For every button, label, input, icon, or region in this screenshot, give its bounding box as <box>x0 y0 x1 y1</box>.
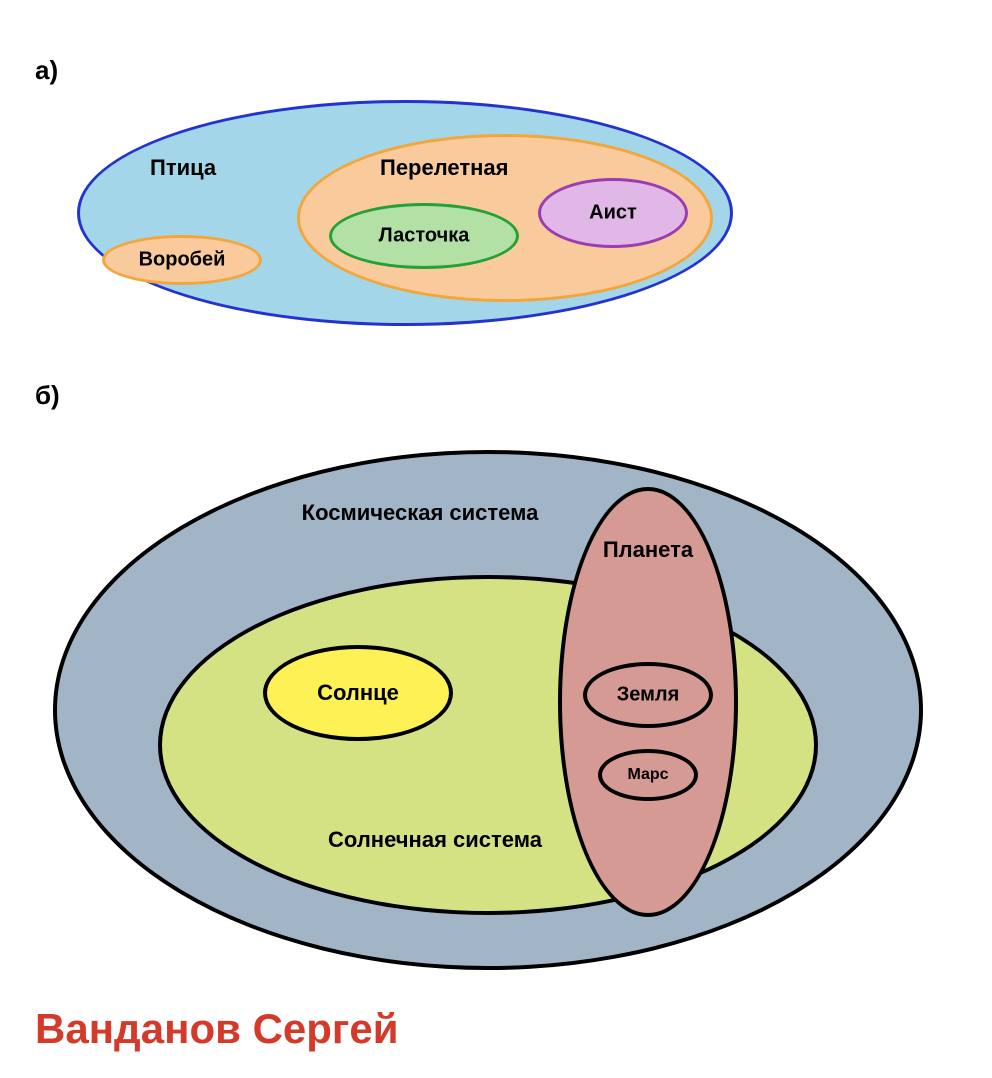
label-earth: Земля <box>617 684 680 707</box>
label-stork: Аист <box>589 202 637 225</box>
label-migratory: Перелетная <box>380 155 509 181</box>
label-sun: Солнце <box>317 680 399 706</box>
label-bird: Птица <box>150 155 216 181</box>
label-mars: Марс <box>627 766 668 784</box>
diagram-canvas: а) б) Птица Перелетная Воробей Ласточка … <box>0 0 992 1078</box>
section-label-b: б) <box>35 380 60 411</box>
label-cosmic: Космическая система <box>302 500 539 526</box>
label-sparrow: Воробей <box>139 249 226 272</box>
section-label-a: а) <box>35 55 58 86</box>
label-planet: Планета <box>603 537 693 563</box>
author-name: Ванданов Сергей <box>35 1005 399 1053</box>
label-solar: Солнечная система <box>328 827 542 853</box>
label-swallow: Ласточка <box>379 225 470 248</box>
